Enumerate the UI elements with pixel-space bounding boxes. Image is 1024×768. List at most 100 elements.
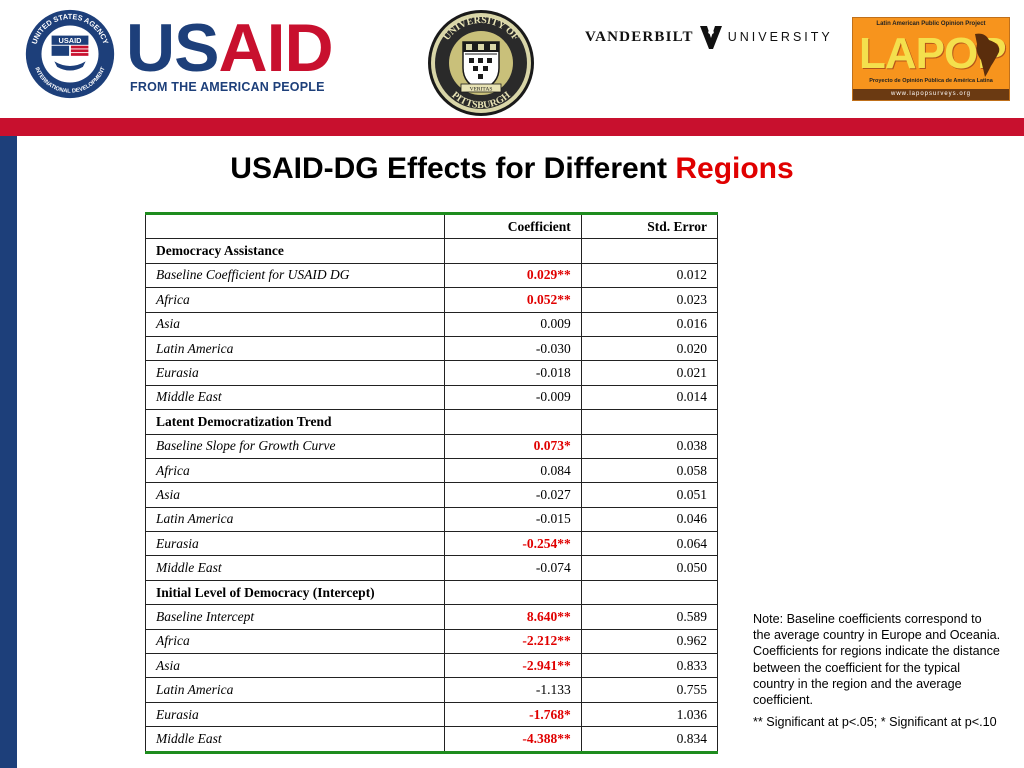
- std-error-cell: 0.016: [580, 311, 719, 337]
- table-row: Middle East -0.074 0.050: [144, 555, 719, 581]
- coefficient-cell: -0.009: [444, 384, 582, 411]
- row-label: Middle East: [144, 384, 446, 411]
- std-error-cell: 0.020: [580, 335, 719, 362]
- coefficient-cell: -0.015: [444, 506, 582, 533]
- table-row: Eurasia -1.768* 1.036: [144, 701, 719, 728]
- usaid-seal-icon: UNITED STATES AGENCY INTERNATIONAL DEVEL…: [25, 9, 115, 99]
- table-row: Middle East -0.009 0.014: [144, 384, 719, 411]
- usaid-tagline: FROM THE AMERICAN PEOPLE: [130, 80, 325, 94]
- coefficient-cell: [444, 409, 582, 435]
- std-error-cell: 0.046: [580, 506, 719, 533]
- table-row: Baseline Coefficient for USAID DG 0.029**…: [144, 262, 719, 289]
- vanderbilt-left-text: VANDERBILT: [585, 28, 694, 45]
- row-label: Latin America: [144, 335, 446, 362]
- section-label: Democracy Assistance: [144, 238, 446, 264]
- coefficient-cell: -0.030: [444, 335, 582, 362]
- significance-note: ** Significant at p<.05; * Significant a…: [753, 715, 997, 730]
- header-red-divider: [0, 118, 1024, 136]
- header-cell-coefficient: Coefficient: [444, 212, 582, 240]
- lapop-top-text: Latin American Public Opinion Project: [876, 21, 986, 27]
- vanderbilt-right-text: UNIVERSITY: [727, 30, 833, 44]
- coefficient-cell: 0.029**: [444, 262, 582, 289]
- table-row: Africa 0.084 0.058: [144, 457, 719, 484]
- coefficient-cell: -0.027: [444, 482, 582, 508]
- std-error-cell: [580, 409, 719, 435]
- title-accent: Regions: [675, 152, 794, 185]
- left-blue-sidebar: [0, 136, 17, 768]
- coefficient-cell: -1.768*: [444, 701, 582, 728]
- coefficient-cell: -0.018: [444, 360, 582, 386]
- std-error-cell: 0.023: [580, 287, 719, 313]
- row-label: Asia: [144, 311, 446, 337]
- row-label: Asia: [144, 482, 446, 508]
- row-label: Eurasia: [144, 531, 446, 557]
- table-row: Eurasia -0.018 0.021: [144, 360, 719, 386]
- pitt-band-text: VERITAS: [470, 87, 493, 93]
- coefficient-cell: 0.073*: [444, 433, 582, 459]
- section-label: Initial Level of Democracy (Intercept): [144, 579, 446, 606]
- coefficient-cell: -0.074: [444, 555, 582, 581]
- row-label: Africa: [144, 457, 446, 484]
- usaid-word-aid: AID: [218, 10, 333, 86]
- coefficient-cell: -0.254**: [444, 531, 582, 557]
- table-section-row: Latent Democratization Trend: [144, 409, 719, 435]
- table-row: Baseline Intercept 8.640** 0.589: [144, 604, 719, 630]
- coefficient-cell: -1.133: [444, 677, 582, 703]
- std-error-cell: [580, 238, 719, 264]
- row-label: Baseline Intercept: [144, 604, 446, 630]
- table-row: Africa 0.052** 0.023: [144, 287, 719, 313]
- pitt-seal-icon: UNIVERSITY OF PITTSBURGH VERITAS: [428, 10, 534, 116]
- table-section-row: Democracy Assistance: [144, 238, 719, 264]
- table-header-row: Coefficient Std. Error: [144, 212, 719, 240]
- table-row: Baseline Slope for Growth Curve 0.073* 0.0…: [144, 433, 719, 459]
- coefficient-cell: 8.640**: [444, 604, 582, 630]
- row-label: Latin America: [144, 506, 446, 533]
- table-body: Democracy Assistance Baseline Coefficient…: [144, 238, 719, 753]
- lapop-bottom-text: Proyecto de Opinión Pública de América L…: [869, 78, 993, 84]
- row-label: Asia: [144, 653, 446, 679]
- coefficient-cell: [444, 238, 582, 264]
- results-table: Coefficient Std. Error Democracy Assista…: [144, 212, 719, 754]
- lapop-logo-icon: Latin American Public Opinion Project LA…: [852, 17, 1010, 101]
- row-label: Baseline Coefficient for USAID DG: [144, 262, 446, 289]
- std-error-cell: 0.064: [580, 531, 719, 557]
- vanderbilt-v-icon: [699, 26, 722, 49]
- table-row: Middle East -4.388** 0.834: [144, 726, 719, 753]
- coefficient-cell: -2.941**: [444, 653, 582, 679]
- title-main: USAID-DG Effects for Different: [230, 152, 667, 185]
- coefficient-cell: [444, 579, 582, 606]
- std-error-cell: 0.021: [580, 360, 719, 386]
- usaid-wordmark: USAID: [126, 14, 334, 82]
- coefficient-cell: 0.009: [444, 311, 582, 337]
- table-row: Asia 0.009 0.016: [144, 311, 719, 337]
- row-label: Africa: [144, 628, 446, 655]
- coefficient-cell: -4.388**: [444, 726, 582, 753]
- lapop-url: www.lapopsurveys.org: [853, 89, 1009, 100]
- header-cell-label: [144, 212, 446, 240]
- std-error-cell: 0.051: [580, 482, 719, 508]
- std-error-cell: 0.050: [580, 555, 719, 581]
- header-logo-bar: UNITED STATES AGENCY INTERNATIONAL DEVEL…: [0, 0, 1024, 118]
- row-label: Middle East: [144, 555, 446, 581]
- std-error-cell: 0.755: [580, 677, 719, 703]
- std-error-cell: 0.833: [580, 653, 719, 679]
- std-error-cell: 0.589: [580, 604, 719, 630]
- table-row: Eurasia -0.254** 0.064: [144, 531, 719, 557]
- std-error-cell: 0.962: [580, 628, 719, 655]
- coefficient-cell: 0.084: [444, 457, 582, 484]
- table-section-row: Initial Level of Democracy (Intercept): [144, 579, 719, 606]
- row-label: Eurasia: [144, 701, 446, 728]
- row-label: Eurasia: [144, 360, 446, 386]
- row-label: Baseline Slope for Growth Curve: [144, 433, 446, 459]
- table-row: Latin America -1.133 0.755: [144, 677, 719, 703]
- header-cell-std-error: Std. Error: [580, 212, 719, 240]
- table-row: Asia -0.027 0.051: [144, 482, 719, 508]
- row-label: Africa: [144, 287, 446, 313]
- usaid-word-us: US: [126, 10, 219, 86]
- coefficient-cell: 0.052**: [444, 287, 582, 313]
- section-label: Latent Democratization Trend: [144, 409, 446, 435]
- vanderbilt-logo: VANDERBILT UNIVERSITY: [585, 22, 833, 52]
- footnote: Note: Baseline coefficients correspond t…: [753, 611, 1001, 736]
- table-row: Africa -2.212** 0.962: [144, 628, 719, 655]
- std-error-cell: 0.834: [580, 726, 719, 753]
